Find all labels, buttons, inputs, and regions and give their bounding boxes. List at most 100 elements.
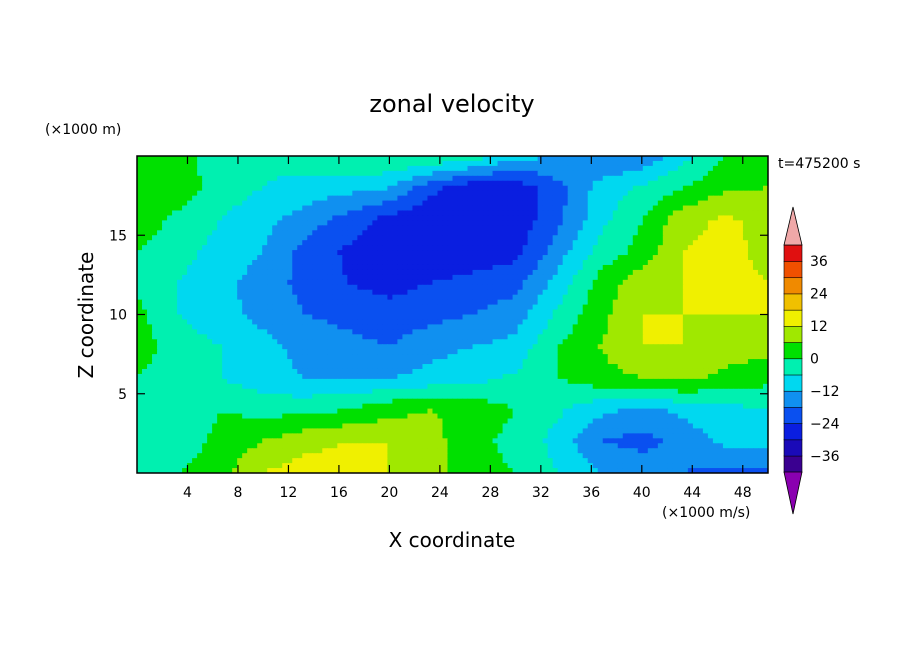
- contour-cell: [157, 160, 163, 167]
- contour-cell: [662, 250, 669, 256]
- contour-cell: [492, 200, 499, 207]
- contour-cell: [257, 215, 263, 221]
- contour-cell: [742, 225, 749, 231]
- contour-cell: [402, 279, 409, 286]
- contour-cell: [742, 324, 749, 330]
- contour-cell: [662, 344, 669, 350]
- contour-cell: [497, 269, 504, 276]
- contour-cell: [227, 299, 233, 306]
- contour-cell: [552, 250, 559, 256]
- contour-cell: [527, 299, 534, 306]
- contour-cell: [622, 156, 629, 162]
- contour-cell: [257, 185, 263, 192]
- contour-cell: [257, 269, 263, 276]
- contour-cell: [752, 329, 759, 335]
- contour-cell: [592, 294, 599, 301]
- contour-cell: [472, 220, 479, 226]
- contour-cell: [742, 210, 749, 217]
- contour-cell: [512, 190, 519, 197]
- contour-cell: [737, 185, 744, 192]
- contour-cell: [182, 200, 188, 207]
- contour-cell: [297, 195, 303, 202]
- contour-cell: [407, 294, 414, 301]
- contour-cell: [752, 225, 759, 231]
- contour-cell: [677, 260, 684, 266]
- contour-cell: [182, 289, 188, 296]
- contour-cell: [487, 215, 494, 221]
- contour-cell: [647, 230, 654, 236]
- contour-cell: [342, 205, 348, 212]
- contour-cell: [422, 274, 429, 281]
- contour-cell: [727, 299, 734, 306]
- contour-cell: [747, 264, 754, 271]
- contour-cell: [402, 230, 409, 236]
- contour-cell: [317, 190, 323, 197]
- contour-cell: [397, 190, 404, 197]
- contour-cell: [677, 284, 684, 291]
- contour-cell: [312, 294, 318, 301]
- contour-cell: [312, 250, 318, 256]
- contour-cell: [652, 175, 659, 182]
- contour-cell: [327, 314, 333, 321]
- contour-cell: [417, 230, 424, 236]
- contour-cell: [697, 294, 704, 301]
- contour-cell: [757, 215, 764, 221]
- contour-cell: [282, 170, 288, 177]
- contour-cell: [427, 180, 434, 187]
- contour-cell: [542, 299, 549, 306]
- contour-cell: [212, 156, 218, 162]
- contour-cell: [737, 220, 744, 226]
- contour-cell: [587, 175, 594, 182]
- contour-cell: [757, 210, 764, 217]
- contour-cell: [327, 235, 333, 241]
- contour-cell: [397, 240, 404, 246]
- contour-cell: [497, 180, 504, 187]
- contour-cell: [677, 175, 684, 182]
- contour-cell: [142, 210, 148, 217]
- contour-cell: [167, 160, 173, 167]
- contour-cell: [147, 160, 153, 167]
- contour-cell: [287, 314, 293, 321]
- contour-cell: [142, 264, 148, 271]
- contour-cell: [182, 319, 188, 325]
- contour-cell: [307, 274, 313, 281]
- contour-cell: [382, 299, 388, 306]
- contour-cell: [292, 190, 298, 197]
- contour-cell: [327, 180, 333, 187]
- contour-cell: [257, 349, 263, 355]
- contour-cell: [227, 334, 233, 340]
- contour-cell: [737, 250, 744, 256]
- contour-cell: [752, 279, 759, 286]
- contour-cell: [572, 160, 579, 167]
- contour-cell: [317, 180, 323, 187]
- contour-cell: [672, 175, 679, 182]
- contour-cell: [337, 160, 343, 167]
- contour-cell: [372, 156, 378, 162]
- contour-cell: [427, 165, 434, 172]
- contour-cell: [717, 175, 724, 182]
- contour-cell: [512, 160, 519, 167]
- contour-cell: [262, 225, 268, 231]
- contour-cell: [312, 235, 318, 241]
- contour-cell: [262, 274, 268, 281]
- contour-cell: [392, 349, 399, 355]
- contour-cell: [327, 349, 333, 355]
- contour-cell: [512, 156, 519, 162]
- contour-cell: [142, 235, 148, 241]
- contour-cell: [462, 245, 469, 251]
- contour-cell: [282, 334, 288, 340]
- contour-cell: [262, 260, 268, 266]
- contour-cell: [747, 334, 754, 340]
- contour-cell: [407, 279, 414, 286]
- contour-cell: [272, 284, 278, 291]
- contour-cell: [162, 260, 168, 266]
- contour-cell: [457, 339, 464, 345]
- contour-cell: [492, 334, 499, 340]
- contour-cell: [237, 260, 243, 266]
- contour-cell: [252, 260, 258, 266]
- contour-cell: [402, 235, 409, 241]
- contour-cell: [647, 319, 654, 325]
- contour-cell: [497, 294, 504, 301]
- contour-cell: [577, 230, 584, 236]
- contour-cell: [497, 349, 504, 355]
